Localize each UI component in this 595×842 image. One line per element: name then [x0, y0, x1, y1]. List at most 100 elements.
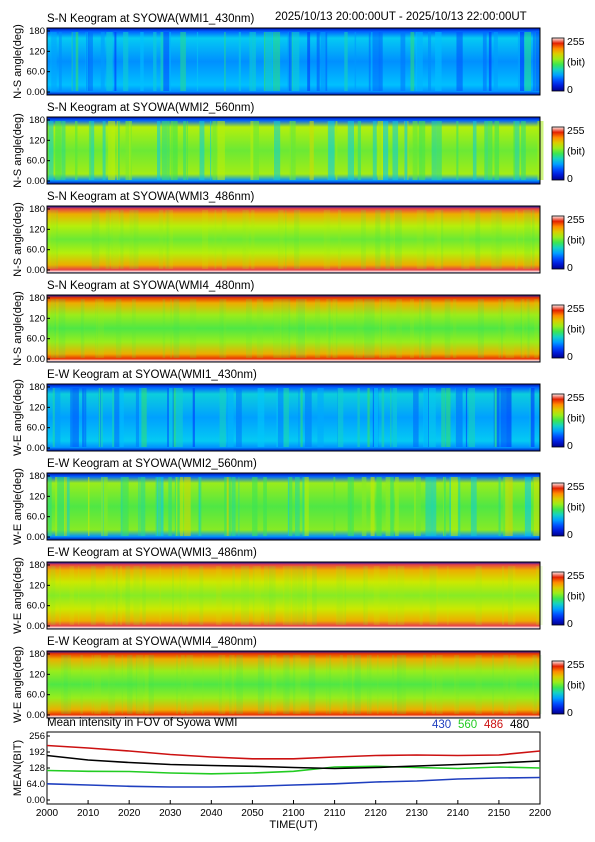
keogram-ytick: 0.00 — [27, 87, 46, 98]
keogram-texture — [47, 655, 542, 714]
keogram-ytick: 60.0 — [27, 423, 46, 434]
keogram-title: S-N Keogram at SYOWA(WMI2_560nm) — [47, 102, 254, 114]
keogram-ytick: 0.00 — [27, 443, 46, 454]
colorbar-unit: (bit) — [567, 235, 585, 247]
keogram-ytick: 180 — [29, 649, 45, 660]
colorbar-unit: (bit) — [567, 413, 585, 425]
chart-xtick: 2030 — [159, 808, 182, 819]
keogram-ytick: 120 — [29, 580, 45, 591]
keogram-ytick: 120 — [29, 402, 45, 413]
chart-xtick: 2120 — [365, 808, 388, 819]
colorbar-max: 255 — [567, 392, 585, 404]
keogram-texture — [47, 121, 544, 180]
keogram-panel: E-W Keogram at SYOWA(WMI4_480nm) W-E angl… — [12, 636, 585, 723]
colorbar — [551, 660, 565, 715]
keogram-title: S-N Keogram at SYOWA(WMI4_480nm) — [47, 280, 254, 292]
colorbar-min: 0 — [567, 84, 573, 96]
series-line-486 — [46, 744, 541, 760]
colorbar-unit: (bit) — [567, 146, 585, 158]
keogram-frame — [46, 650, 541, 719]
chart-ytick: 128 — [29, 763, 45, 774]
keogram-ytick: 120 — [29, 135, 45, 146]
keogram-ytick: 180 — [29, 115, 45, 126]
colorbar-min: 0 — [567, 262, 573, 274]
keogram-ylabel: N-S angle(deg) — [12, 24, 24, 99]
keogram-texture — [50, 566, 543, 625]
colorbar-min: 0 — [567, 618, 573, 630]
chart-xtick: 2010 — [77, 808, 100, 819]
keogram-title: S-N Keogram at SYOWA(WMI3_486nm) — [47, 191, 254, 203]
keogram-ytick: 180 — [29, 26, 45, 37]
keogram-frame — [46, 205, 541, 274]
keogram-image — [47, 651, 540, 718]
chart-xtick: 2050 — [241, 808, 264, 819]
keogram-panels: S-N Keogram at SYOWA(WMI1_430nm) N-S angl… — [12, 13, 585, 723]
keogram-ytick: 0.00 — [27, 532, 46, 543]
colorbar-max: 255 — [567, 36, 585, 48]
legend-486: 486 — [484, 719, 503, 731]
colorbar-unit: (bit) — [567, 57, 585, 69]
colorbar-min: 0 — [567, 707, 573, 719]
colorbar-max: 255 — [567, 570, 585, 582]
keogram-texture — [48, 210, 541, 269]
chart-xtick: 2100 — [282, 808, 305, 819]
keogram-title: E-W Keogram at SYOWA(WMI1_430nm) — [47, 369, 257, 381]
keogram-frame — [46, 472, 541, 541]
chart-ytick: 0.00 — [27, 795, 46, 806]
keogram-texture — [52, 388, 535, 447]
keogram-ytick: 0.00 — [27, 354, 46, 365]
chart-xlabel: TIME(UT) — [269, 819, 317, 831]
keogram-ylabel: W-E angle(deg) — [12, 646, 24, 723]
chart-ytick: 192 — [29, 747, 45, 758]
chart-ytick: 64.0 — [27, 779, 46, 790]
keogram-ytick: 180 — [29, 560, 45, 571]
keogram-ytick: 120 — [29, 669, 45, 680]
chart-xtick: 2200 — [529, 808, 552, 819]
keogram-title: E-W Keogram at SYOWA(WMI4_480nm) — [47, 636, 257, 648]
keogram-image — [47, 295, 540, 362]
keogram-ylabel: N-S angle(deg) — [12, 113, 24, 188]
colorbar — [551, 304, 565, 359]
colorbar-max: 255 — [567, 481, 585, 493]
keogram-panel: S-N Keogram at SYOWA(WMI1_430nm) N-S angl… — [12, 13, 585, 99]
chart-xtick: 2020 — [118, 808, 141, 819]
colorbar-max: 255 — [567, 659, 585, 671]
keogram-ylabel: W-E angle(deg) — [12, 557, 24, 634]
colorbar — [551, 482, 565, 537]
keogram-texture — [50, 32, 541, 91]
chart-ytick: 256 — [29, 731, 45, 742]
keogram-ytick: 0.00 — [27, 265, 46, 276]
keogram-ytick: 60.0 — [27, 156, 46, 167]
colorbar — [551, 215, 565, 270]
keogram-ylabel: W-E angle(deg) — [12, 468, 24, 545]
keogram-ytick: 120 — [29, 313, 45, 324]
keogram-ytick: 60.0 — [27, 245, 46, 256]
keogram-ytick: 120 — [29, 224, 45, 235]
colorbar-min: 0 — [567, 173, 573, 185]
keogram-panel: S-N Keogram at SYOWA(WMI3_486nm) N-S angl… — [12, 191, 585, 277]
chart-ylabel: MEAN(BIT) — [12, 740, 24, 796]
keogram-title: S-N Keogram at SYOWA(WMI1_430nm) — [47, 13, 254, 25]
keogram-panel: E-W Keogram at SYOWA(WMI3_486nm) W-E angl… — [12, 547, 585, 634]
mean-intensity-panel: Mean intensity in FOV of Syowa WMI 430 560… — [12, 717, 552, 831]
keogram-ytick: 0.00 — [27, 176, 46, 187]
keogram-ytick: 60.0 — [27, 690, 46, 701]
keogram-title: E-W Keogram at SYOWA(WMI3_486nm) — [47, 547, 257, 559]
keogram-panel: E-W Keogram at SYOWA(WMI1_430nm) W-E angl… — [12, 369, 585, 456]
chart-title: Mean intensity in FOV of Syowa WMI — [47, 717, 237, 729]
keogram-ytick: 60.0 — [27, 601, 46, 612]
colorbar-unit: (bit) — [567, 502, 585, 514]
legend-560: 560 — [458, 719, 477, 731]
colorbar — [551, 126, 565, 181]
colorbar-unit: (bit) — [567, 324, 585, 336]
colorbar-min: 0 — [567, 529, 573, 541]
keogram-frame — [46, 383, 541, 452]
keogram-texture — [48, 477, 540, 536]
series-line-430 — [46, 776, 541, 788]
keogram-frame — [46, 27, 541, 96]
keogram-ytick: 60.0 — [27, 512, 46, 523]
colorbar-unit: (bit) — [567, 591, 585, 603]
keogram-ytick: 180 — [29, 204, 45, 215]
keogram-ytick: 180 — [29, 471, 45, 482]
